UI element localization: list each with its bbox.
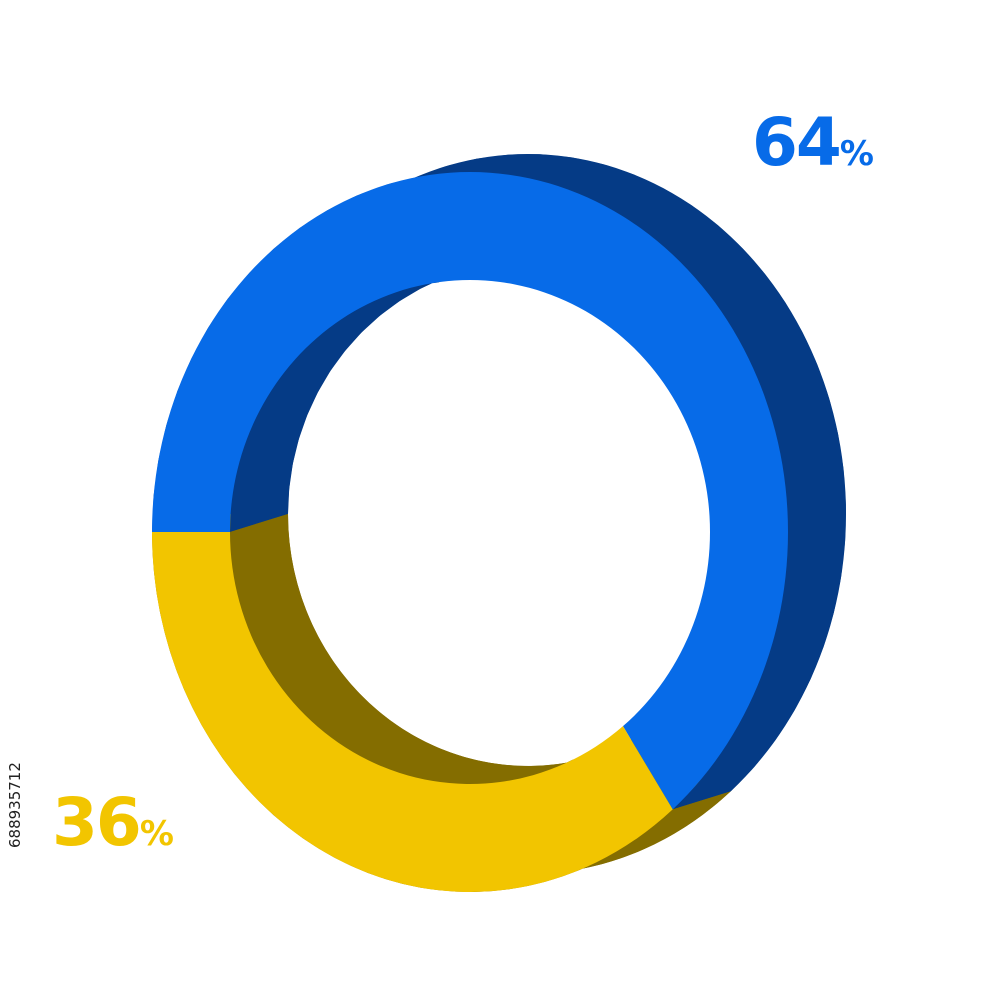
stock-image-id: 688935712: [6, 762, 24, 848]
donut-hole: [290, 264, 766, 764]
percent-sign-yellow: %: [139, 814, 174, 854]
percent-value-blue: 64: [752, 104, 842, 181]
slice-1: [152, 532, 673, 892]
percent-label-blue: 64%: [752, 110, 874, 176]
percent-sign-blue: %: [839, 134, 874, 174]
percent-value-yellow: 36: [52, 784, 142, 861]
slice-edge-inner-1: [230, 514, 681, 784]
slice-0: [152, 171, 788, 810]
percent-label-yellow: 36%: [52, 790, 174, 856]
